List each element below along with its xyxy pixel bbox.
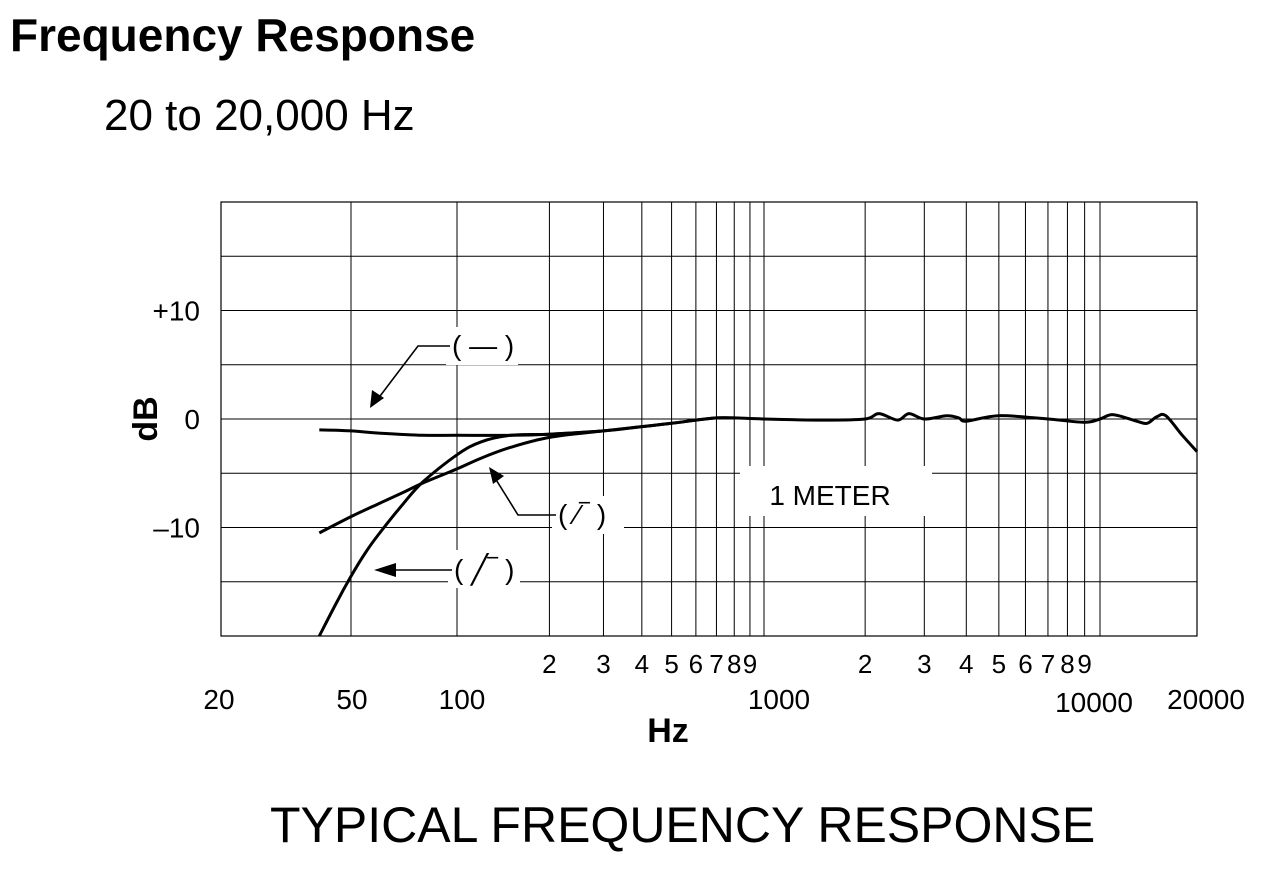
x-minor-tick-label: 8 [1060, 649, 1074, 679]
callout-series-2-leader [494, 477, 556, 516]
x-minor-tick-label: 5 [992, 649, 1006, 679]
callout-series-1: ( — ) [370, 327, 518, 408]
x-minor-tick-label: 6 [689, 649, 703, 679]
x-major-tick-label: 1000 [748, 684, 810, 715]
x-major-tick-label: 10000 [1055, 687, 1133, 718]
x-minor-tick-label: 7 [709, 649, 723, 679]
x-minor-tick-label: 6 [1018, 649, 1032, 679]
callout-series-2-bg [552, 496, 624, 534]
distance-annotation-bg [740, 466, 932, 516]
x-minor-tick-label: 4 [635, 649, 649, 679]
chart-title: TYPICAL FREQUENCY RESPONSE [270, 797, 1096, 853]
callout-series-2-label: ( ⁄‾ ) [558, 499, 606, 530]
y-tick-labels: +10 0 –10 [153, 296, 201, 544]
y-tick-label: +10 [153, 296, 201, 327]
x-minor-tick-label: 2 [858, 649, 872, 679]
x-minor-tick-label: 2 [542, 649, 556, 679]
x-minor-tick-label: 7 [1041, 649, 1055, 679]
callout-series-1-bg [446, 327, 518, 365]
distance-annotation-label: 1 METER [769, 480, 890, 511]
callout-series-3: ( ╱‾ ) [374, 550, 520, 588]
x-major-tick-label: 20 [203, 684, 234, 715]
callout-series-3-arrowhead [374, 563, 396, 577]
callout-series-1-label: ( — ) [452, 330, 514, 361]
x-minor-tick-label: 4 [959, 649, 973, 679]
x-axis-label: Hz [647, 712, 689, 750]
y-tick-label: 0 [184, 404, 200, 435]
plot-frame [220, 201, 1198, 637]
y-axis-label: dB [127, 396, 165, 441]
series-line-3 [317, 429, 604, 637]
x-minor-tick-label: 8 [727, 649, 741, 679]
x-major-tick-label: 50 [336, 684, 367, 715]
callout-series-2: ( ⁄‾ ) [489, 467, 624, 534]
x-major-tick-label: 20000 [1167, 684, 1245, 715]
callout-series-3-label: ( ╱‾ ) [454, 553, 514, 586]
distance-annotation: 1 METER [740, 466, 932, 516]
series-line-2 [318, 416, 735, 535]
callout-series-1-leader [373, 345, 450, 405]
callout-series-1-arrowhead [370, 390, 384, 408]
x-minor-tick-label: 9 [1077, 649, 1091, 679]
series-group [317, 412, 1199, 637]
x-minor-tick-label: 9 [743, 649, 757, 679]
frequency-range: 20 to 20,000 Hz [104, 91, 415, 140]
callout-series-3-bg [448, 550, 520, 588]
x-minor-tick-label: 3 [596, 649, 610, 679]
x-minor-tick-label: 3 [917, 649, 931, 679]
y-tick-label: –10 [153, 513, 200, 544]
x-major-tick-label: 100 [439, 684, 486, 715]
x-tick-labels: 2 3 4 5 6 7 8 9 2 3 4 5 6 7 8 920 50 100 1000 10000 20000 [203, 649, 1245, 718]
page-title: Frequency Response [10, 9, 476, 61]
x-minor-tick-label: 5 [664, 649, 678, 679]
callout-series-2-arrowhead [489, 467, 504, 484]
